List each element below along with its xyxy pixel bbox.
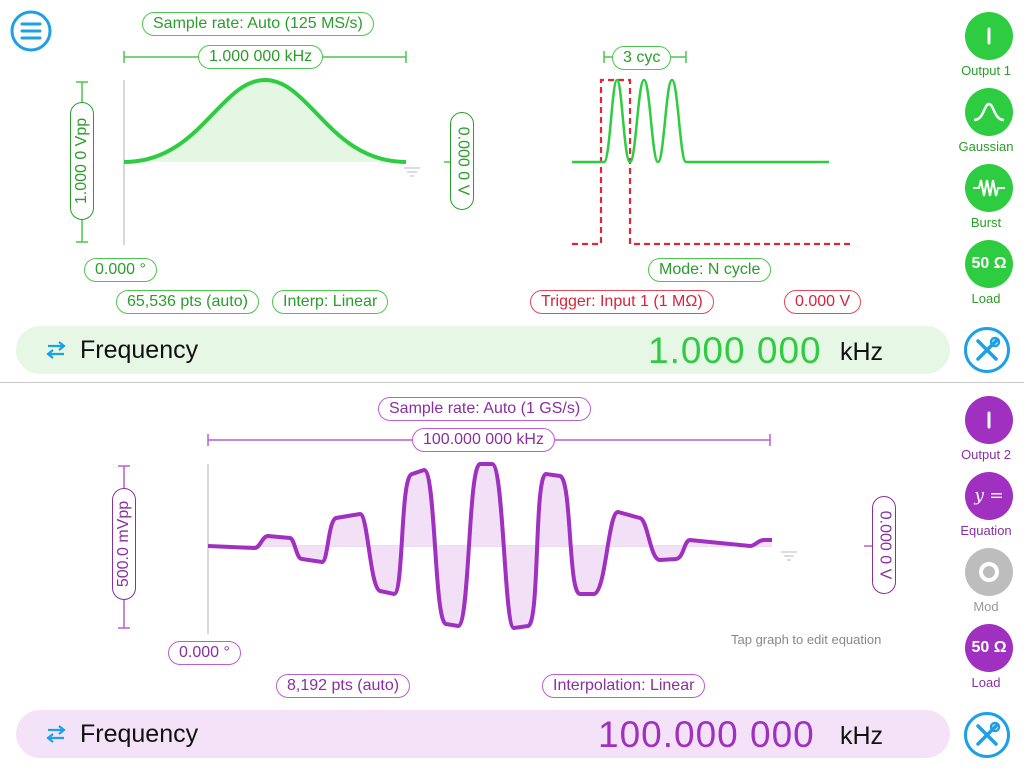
ch1-sample-rate[interactable]: Sample rate: Auto (125 MS/s) [142,12,374,36]
mod-label: Mod [973,599,999,614]
ch1-amplitude[interactable]: 1.000 0 Vpp [70,102,94,220]
ch2-frequency-value[interactable]: 100.000 000 [598,714,815,755]
burst-wave [572,78,829,164]
gaussian-label: Gaussian [958,139,1014,154]
load-ohm-icon: 50 Ω [971,639,1007,656]
ch2-amplitude[interactable]: 500.0 mVpp [112,488,136,600]
output2-toggle[interactable] [965,396,1013,444]
tools-icon [976,336,1001,361]
ch1-burst-mode[interactable]: Mode: N cycle [648,258,772,282]
load-ohm-icon: 50 Ω [971,255,1007,272]
ch1-load-button[interactable]: 50 Ω [965,240,1013,288]
ch1-burst-cycles[interactable]: 3 cyc [612,46,672,70]
ch1-frequency-param: Frequency [80,336,199,364]
ch1-trigger-level[interactable]: 0.000 V [784,290,862,314]
equation-button[interactable]: y = [965,472,1013,520]
ch2-frequency-param: Frequency [80,720,199,748]
mod-button[interactable] [965,548,1013,596]
equation-wave [207,462,772,631]
ch1-load-label: Load [971,291,1001,306]
ch2-points[interactable]: 8,192 pts (auto) [276,674,411,698]
ch2-frequency-label[interactable]: 100.000 000 kHz [412,428,555,452]
gaussian-button[interactable] [965,88,1013,136]
ch2-load-button[interactable]: 50 Ω [965,624,1013,672]
ch1-interpolation[interactable]: Interp: Linear [272,290,389,314]
hamburger-menu-icon [10,10,52,52]
ch1-tools-button[interactable] [964,327,1010,373]
burst-wave-icon [973,179,1005,197]
ch2-offset[interactable]: 0.000 0 V [872,496,896,594]
ch2-tools-button[interactable] [964,712,1010,758]
modulation-icon [979,562,999,582]
channel-divider [0,382,1024,383]
ch2-frequency-bar[interactable] [16,710,950,758]
ch2-interpolation[interactable]: Interpolation: Linear [542,674,706,698]
ch2-phase[interactable]: 0.000 ° [168,641,241,665]
output2-label: Output 2 [961,447,1011,462]
gaussian-wave-icon [973,102,1005,122]
menu-button[interactable] [10,10,52,52]
power-icon [987,411,991,429]
equation-label: Equation [960,523,1012,538]
channel1-graph[interactable] [0,0,960,320]
gaussian-fill [124,80,406,162]
tools-icon [976,721,1001,746]
output1-toggle[interactable] [965,12,1013,60]
power-icon [987,27,991,45]
equation-icon: y = [974,486,1004,506]
swap-icon[interactable] [44,339,68,361]
ch1-frequency-unit: kHz [840,338,884,366]
ch2-load-label: Load [971,675,1001,690]
ch1-frequency-value[interactable]: 1.000 000 [648,330,822,371]
gaussian-wave [123,77,407,164]
equation-fill [208,464,772,628]
burst-label: Burst [970,215,1002,230]
ch2-sample-rate[interactable]: Sample rate: Auto (1 GS/s) [378,397,592,421]
trigger-signal [572,78,854,246]
ch1-offset[interactable]: 0.000 0 V [450,112,474,210]
ch1-phase[interactable]: 0.000 ° [84,258,157,282]
ch2-frequency-unit: kHz [840,722,884,750]
ch1-points[interactable]: 65,536 pts (auto) [116,290,259,314]
ch1-frequency-bar[interactable] [16,326,950,374]
output1-label: Output 1 [961,63,1011,78]
swap-icon[interactable] [44,723,68,745]
burst-button[interactable] [965,164,1013,212]
ch1-trigger-source[interactable]: Trigger: Input 1 (1 MΩ) [530,290,714,314]
edit-equation-hint: Tap graph to edit equation [731,632,882,647]
ch1-frequency-label[interactable]: 1.000 000 kHz [198,45,324,69]
channel2-graph[interactable] [0,384,960,704]
